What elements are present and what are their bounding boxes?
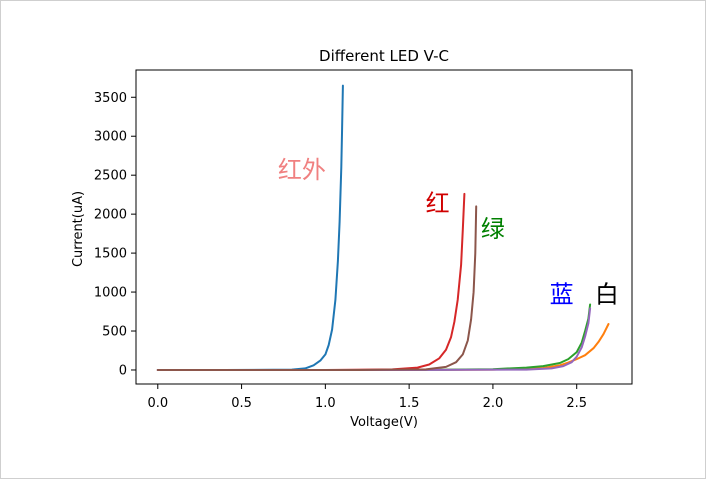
x-tick-label: 1.0	[315, 396, 336, 411]
series-line-2	[156, 303, 592, 371]
y-tick-label: 3000	[94, 130, 127, 145]
series-line-3	[156, 192, 466, 371]
series-line-1	[156, 323, 610, 371]
plot-area-frame	[135, 69, 633, 385]
x-tick-label: 2.0	[483, 396, 504, 411]
x-tick-label: 0.0	[147, 396, 168, 411]
y-tick-label: 3500	[94, 91, 127, 106]
x-axis-ticks: 0.0 0.5 1.0 1.5 2.0 2.5	[147, 384, 587, 411]
y-axis-ticks: 0 500 1000 1500 2000 2500 3000 3500	[94, 91, 136, 378]
series-line-0	[156, 84, 344, 371]
annotation-label-2: 绿	[481, 215, 505, 243]
series-group	[156, 84, 610, 371]
y-tick-label: 500	[102, 325, 127, 340]
y-tick-label: 1000	[94, 286, 127, 301]
series-line-5	[156, 205, 478, 371]
chart-title: Different LED V-C	[319, 47, 449, 65]
y-tick-label: 1500	[94, 247, 127, 262]
y-tick-label: 0	[119, 363, 127, 378]
annotation-label-0: 红外	[278, 156, 326, 184]
x-tick-label: 0.5	[231, 396, 252, 411]
x-tick-label: 1.5	[399, 396, 420, 411]
y-tick-label: 2500	[94, 169, 127, 184]
annotation-group: 红外红绿蓝白	[278, 156, 619, 309]
y-tick-label: 2000	[94, 208, 127, 223]
x-axis-label: Voltage(V)	[350, 415, 418, 430]
annotation-label-1: 红	[426, 189, 450, 217]
annotation-label-4: 白	[595, 281, 619, 309]
annotation-label-3: 蓝	[550, 281, 574, 309]
x-tick-label: 2.5	[566, 396, 587, 411]
series-line-4	[156, 307, 592, 371]
y-axis-label: Current(uA)	[71, 191, 86, 267]
